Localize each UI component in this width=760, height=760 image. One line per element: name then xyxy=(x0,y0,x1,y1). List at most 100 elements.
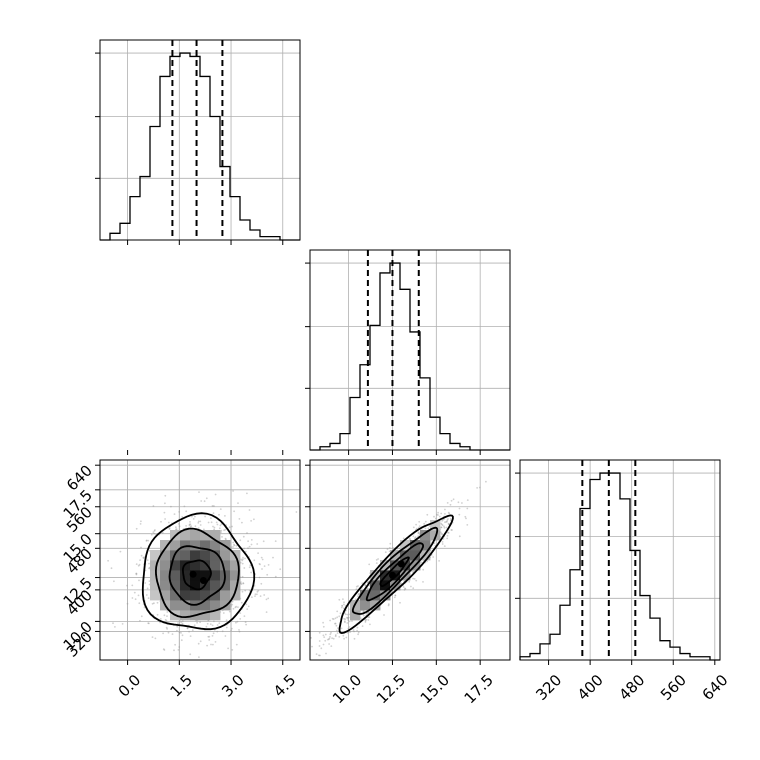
sample-point xyxy=(119,583,121,585)
sample-point xyxy=(366,612,368,615)
density-cell xyxy=(190,540,201,551)
sample-point xyxy=(355,585,358,588)
sample-point xyxy=(322,621,324,624)
sample-point xyxy=(199,640,202,643)
sample-point xyxy=(427,527,430,530)
density-cell xyxy=(210,590,221,601)
sample-point xyxy=(211,635,214,637)
sample-point xyxy=(446,520,448,523)
sample-point xyxy=(243,547,246,550)
sample-point xyxy=(485,480,487,483)
sample-point xyxy=(260,571,262,573)
sample-point xyxy=(135,572,138,575)
sample-point xyxy=(388,547,391,549)
sample-point xyxy=(165,620,168,622)
sample-point xyxy=(432,556,435,558)
sample-point xyxy=(228,610,231,613)
sample-point xyxy=(357,595,359,597)
sample-point xyxy=(235,643,238,646)
sample-point xyxy=(145,619,147,621)
sample-point xyxy=(186,627,189,630)
sample-point xyxy=(188,510,190,512)
sample-point xyxy=(443,526,446,529)
sample-point xyxy=(383,614,385,616)
sample-point xyxy=(393,596,396,599)
sample-point xyxy=(210,521,213,524)
sample-point xyxy=(458,535,461,538)
sample-point xyxy=(173,513,176,515)
sample-point xyxy=(329,636,331,638)
sample-point xyxy=(146,581,148,583)
sample-point xyxy=(165,538,167,540)
sample-point xyxy=(338,615,341,618)
sample-point xyxy=(267,597,270,600)
sample-point xyxy=(225,619,228,622)
sample-point xyxy=(138,602,141,605)
sample-point xyxy=(458,513,461,516)
sample-point xyxy=(446,502,449,504)
sample-point xyxy=(145,586,147,588)
sample-point xyxy=(411,570,414,572)
density-cell xyxy=(160,580,171,591)
density-cell xyxy=(210,540,221,551)
sample-point xyxy=(319,654,321,657)
sample-point xyxy=(336,632,339,634)
sample-point xyxy=(334,634,337,636)
sample-point xyxy=(240,583,243,585)
sample-point xyxy=(257,581,259,583)
density-cell xyxy=(210,560,221,571)
density-cell xyxy=(360,590,371,601)
sample-point xyxy=(246,492,248,495)
sample-point xyxy=(126,584,128,587)
sample-point xyxy=(279,568,282,571)
sample-point xyxy=(241,559,244,562)
sample-point xyxy=(242,569,244,571)
histogram-p0 xyxy=(100,52,300,241)
density-cell xyxy=(200,530,211,541)
sample-point xyxy=(249,537,251,539)
sample-point xyxy=(221,656,223,658)
sample-point xyxy=(278,579,280,581)
sample-point xyxy=(230,546,233,549)
x-tick-label-p0: 4.5 xyxy=(270,671,300,701)
panel-frame-p1-p2 xyxy=(309,459,511,661)
sample-point xyxy=(142,556,145,559)
sample-point xyxy=(357,585,359,587)
density-cell xyxy=(220,550,231,561)
sample-point xyxy=(137,587,139,589)
sample-point xyxy=(245,569,247,571)
sample-point xyxy=(196,621,199,624)
sample-point xyxy=(167,536,169,538)
sample-point xyxy=(449,519,452,522)
contour-p0-p2 xyxy=(154,527,240,619)
sample-point xyxy=(438,515,441,518)
sample-point xyxy=(135,563,138,565)
sample-point xyxy=(168,528,171,530)
sample-point xyxy=(156,613,159,616)
sample-point xyxy=(364,584,366,586)
sample-point xyxy=(447,532,450,534)
sample-point xyxy=(418,525,421,527)
x-tick-label-p2: 320 xyxy=(532,671,565,704)
sample-point xyxy=(144,608,146,610)
sample-point xyxy=(222,627,224,629)
sample-point xyxy=(234,606,237,609)
sample-point xyxy=(147,579,149,581)
sample-point xyxy=(146,587,149,590)
sample-point xyxy=(238,629,240,631)
sample-point xyxy=(418,520,421,523)
sample-point xyxy=(353,637,356,640)
sample-point xyxy=(133,602,135,604)
sample-point xyxy=(246,532,248,534)
sample-point xyxy=(177,622,179,625)
sample-point xyxy=(176,637,178,639)
sample-point xyxy=(248,545,251,548)
sample-point xyxy=(178,523,180,525)
sample-point xyxy=(447,511,450,514)
sample-point xyxy=(420,561,423,564)
sample-point xyxy=(134,558,136,560)
sample-point xyxy=(415,579,418,582)
sample-point xyxy=(340,606,343,609)
sample-point xyxy=(147,574,149,576)
sample-point xyxy=(242,582,245,584)
